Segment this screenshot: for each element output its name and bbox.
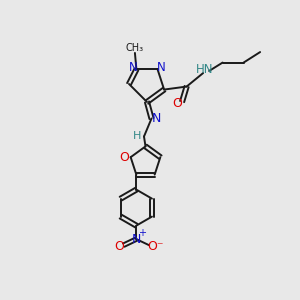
Text: +: +: [138, 227, 146, 238]
Text: O⁻: O⁻: [147, 240, 164, 253]
Text: N: N: [132, 232, 141, 246]
Text: H: H: [133, 131, 142, 141]
Text: N: N: [128, 61, 137, 74]
Text: O: O: [114, 240, 124, 253]
Text: HN: HN: [196, 63, 213, 76]
Text: O: O: [172, 97, 182, 110]
Text: O: O: [119, 151, 129, 164]
Text: N: N: [157, 61, 166, 74]
Text: N: N: [152, 112, 161, 125]
Text: CH₃: CH₃: [126, 43, 144, 52]
